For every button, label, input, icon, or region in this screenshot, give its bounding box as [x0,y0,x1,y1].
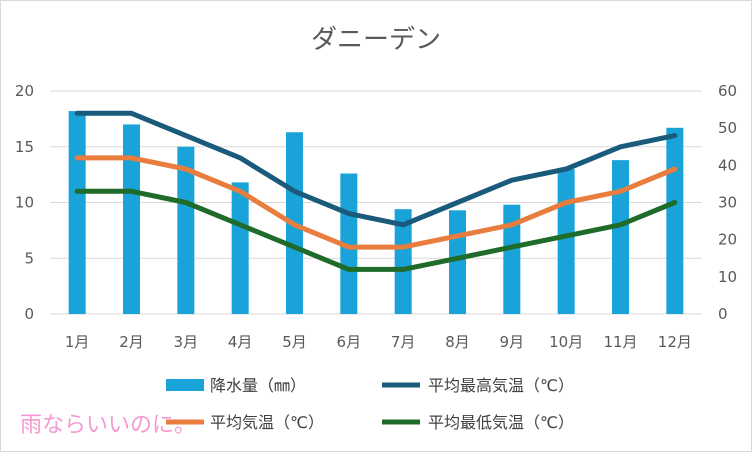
left-tick-label: 10 [15,194,34,212]
right-tick-label: 0 [718,305,728,323]
left-axis: 0 5 10 15 20 [15,82,34,323]
left-tick-label: 0 [24,305,34,323]
precipitation-bar [666,127,684,314]
x-tick-label: 6月 [337,333,362,351]
x-tick-label: 9月 [500,333,525,351]
x-tick-label: 1月 [65,333,90,351]
x-tick-label: 4月 [228,333,253,351]
left-tick-label: 15 [15,138,34,156]
x-tick-label: 3月 [174,333,199,351]
precipitation-bar [340,173,358,314]
left-tick-label: 20 [15,82,34,100]
mean-temp-line [74,155,678,250]
x-tick-label: 12月 [658,333,692,351]
watermark-logo: 雨ならいいのに。 [20,413,196,438]
x-tick-label: 11月 [603,333,637,351]
precipitation-bar [503,204,521,314]
legend-swatch-precipitation [166,379,204,391]
legend-label-min-temp: 平均最低気温（℃） [428,413,574,432]
right-tick-label: 20 [718,231,737,249]
x-tick-label: 8月 [445,333,470,351]
right-axis: 0 10 20 30 40 50 60 [718,82,737,323]
legend-label-max-temp: 平均最高気温（℃） [428,376,574,395]
right-tick-label: 60 [718,82,737,100]
x-tick-label: 5月 [282,333,307,351]
precipitation-bar [177,146,195,314]
precipitation-bar [123,124,140,314]
precipitation-bar [612,160,629,314]
x-tick-label: 10月 [549,333,583,351]
x-tick-label: 7月 [391,333,416,351]
precipitation-bar [231,182,249,314]
legend: 降水量（㎜） 平均最高気温（℃） 平均気温（℃） 平均最低気温（℃） [166,376,574,432]
precipitation-bar [557,169,575,314]
gridlines [50,90,702,315]
right-tick-label: 10 [718,268,737,286]
x-tick-label: 2月 [119,333,144,351]
legend-label-mean-temp: 平均気温（℃） [210,413,324,432]
right-tick-label: 40 [718,156,737,174]
temperature-lines [74,110,678,272]
chart-title: ダニーデン [311,25,441,55]
precipitation-bar [68,111,86,314]
legend-label-precipitation: 降水量（㎜） [210,376,306,395]
right-tick-label: 50 [718,119,737,137]
right-tick-label: 30 [718,194,737,212]
left-tick-label: 5 [24,249,34,267]
max-temp-line [74,110,678,228]
x-axis: 1月 2月 3月 4月 5月 6月 7月 8月 9月 10月 11月 12月 [65,333,692,351]
precipitation-bar [394,209,412,314]
precipitation-bar [449,210,466,314]
min-temp-line [74,188,678,272]
